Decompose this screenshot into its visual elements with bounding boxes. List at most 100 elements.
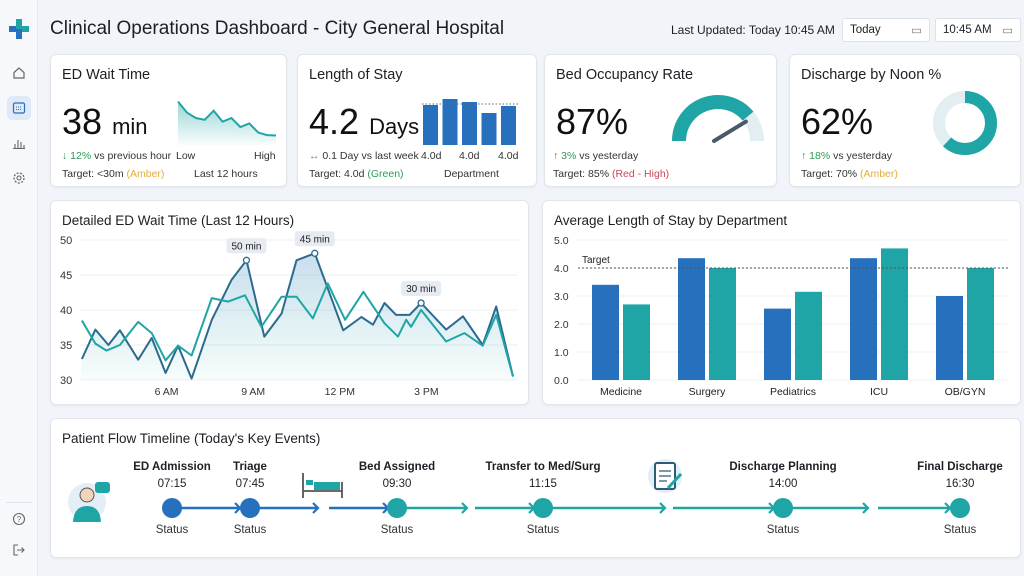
logout-button[interactable] (7, 538, 31, 562)
gauge-needle (712, 119, 748, 143)
help-button[interactable]: ? (7, 507, 31, 531)
kpi-title: Bed Occupancy Rate (556, 67, 694, 83)
sidebar: ? (0, 0, 38, 576)
mini-bar (462, 102, 477, 145)
kpi-discharge-by-noon[interactable]: Discharge by Noon % 62% ↑ 18% vs yesterd… (789, 54, 1021, 187)
series-area (80, 253, 513, 380)
x-tick-label: ICU (870, 386, 888, 398)
arrow-head (312, 502, 320, 514)
bar-pediatrics (795, 291, 822, 380)
bar-ob-gyn (936, 296, 963, 380)
event-status: Status (380, 524, 414, 536)
bed-mattress (314, 482, 340, 490)
y-tick-label: 35 (60, 340, 72, 352)
event-label: Bed Assigned (358, 461, 436, 473)
sidebar-item-dashboard[interactable] (7, 96, 31, 120)
annotation-box (226, 238, 267, 254)
event-node (162, 498, 182, 518)
timeline-title: Patient Flow Timeline (Today's Key Event… (62, 431, 321, 446)
bar-surgery (678, 258, 705, 380)
kpi-value: 62% (801, 101, 874, 142)
chart-title: Average Length of Stay by Department (554, 213, 788, 228)
x-tick-label: 12 PM (325, 386, 355, 398)
hospital-logo-icon (9, 19, 29, 39)
tick-label: 4.0d (498, 150, 519, 162)
logout-icon (13, 544, 25, 556)
patient-body (73, 506, 101, 522)
sparkline-line (177, 101, 277, 137)
date-picker[interactable]: Today ▭ (842, 18, 930, 42)
mini-bar (442, 99, 458, 145)
sparkline-area (178, 101, 276, 145)
spark-low-label: Low (176, 150, 196, 162)
event-label: Final Discharge (917, 461, 1003, 473)
event-node (387, 498, 407, 518)
y-tick-label: 45 (60, 270, 72, 282)
event-label: Triage (233, 461, 267, 473)
arrow-head (862, 502, 870, 514)
date-value: Today (850, 24, 881, 36)
kpi-bed-occupancy[interactable]: Bed Occupancy Rate 87% ↑ 3% vs yesterday… (544, 54, 777, 187)
bar-icu (850, 258, 877, 380)
pen (666, 472, 683, 490)
kpi-ed-wait-time[interactable]: ED Wait Time 38 min ↓ 12% vs previous ho… (50, 54, 287, 187)
patient-head (79, 487, 95, 503)
kpi-change: ↑ 18% vs yesterday (801, 150, 893, 162)
tick-label: 4.0d (421, 150, 442, 162)
ed-wait-sparkline (177, 101, 277, 145)
gauge-fill (672, 95, 754, 142)
tick-label: 4.0d (459, 150, 480, 162)
last-updated: Last Updated: Today 10:45 AM (671, 23, 835, 37)
event-node (533, 498, 553, 518)
kpi-target: Target: 70% (Amber) (801, 168, 898, 180)
event-time: 07:45 (235, 478, 265, 490)
y-tick-label: 0.0 (554, 375, 569, 387)
event-time: 09:30 (382, 478, 412, 490)
y-tick-label: 4.0 (554, 263, 569, 275)
sidebar-divider (6, 502, 32, 503)
bar-chart-icon (13, 140, 25, 150)
x-tick-label: 9 AM (241, 386, 265, 398)
target-label: Target (582, 255, 610, 266)
y-tick-label: 50 (60, 235, 72, 247)
time-value: 10:45 AM (943, 24, 992, 36)
timeline-track (68, 459, 970, 522)
event-status: Status (155, 524, 189, 536)
spark-caption: Last 12 hours (194, 168, 258, 180)
kpi-change: ↑ 3% vs yesterday (553, 150, 639, 162)
svg-text:?: ? (17, 515, 22, 524)
annotation-box (401, 281, 442, 296)
bar-icu (881, 248, 908, 380)
y-tick-label: 3.0 (554, 291, 569, 303)
bar-medicine (592, 284, 619, 380)
sidebar-item-reports[interactable] (7, 131, 31, 155)
mini-bar (481, 113, 497, 145)
kpi-value: 4.2 Days (309, 101, 420, 142)
event-time: 16:30 (945, 478, 975, 490)
annotation-label: 50 min (231, 241, 261, 252)
discharge-donut (933, 91, 997, 155)
chat-bubble (95, 482, 110, 493)
x-tick-label: 3 PM (414, 386, 439, 398)
series-line-2 (81, 282, 514, 377)
x-tick-label: 6 AM (155, 386, 179, 398)
mini-bar (501, 106, 516, 145)
bar-pediatrics (764, 308, 791, 380)
sidebar-item-settings[interactable] (7, 166, 31, 190)
time-picker[interactable]: 10:45 AM ▭ (935, 18, 1021, 42)
y-tick-label: 2.0 (554, 319, 569, 331)
x-tick-label: Pediatrics (770, 386, 816, 398)
x-tick-label: Surgery (689, 386, 727, 398)
bar-surgery (709, 268, 736, 380)
sidebar-item-home[interactable] (7, 61, 31, 85)
annotation-box (294, 231, 335, 247)
mini-bar (423, 105, 438, 145)
calendar-icon: ▭ (911, 25, 922, 37)
dashboard-icon (12, 102, 26, 114)
event-label: ED Admission (133, 461, 211, 473)
annotation-point (311, 249, 319, 257)
kpi-length-of-stay[interactable]: Length of Stay 4.2 Days ↔ 0.1 Day vs las… (297, 54, 537, 187)
annotation-point (242, 256, 251, 264)
x-tick-label: OB/GYN (945, 386, 986, 398)
annotation-label: 45 min (300, 234, 330, 245)
